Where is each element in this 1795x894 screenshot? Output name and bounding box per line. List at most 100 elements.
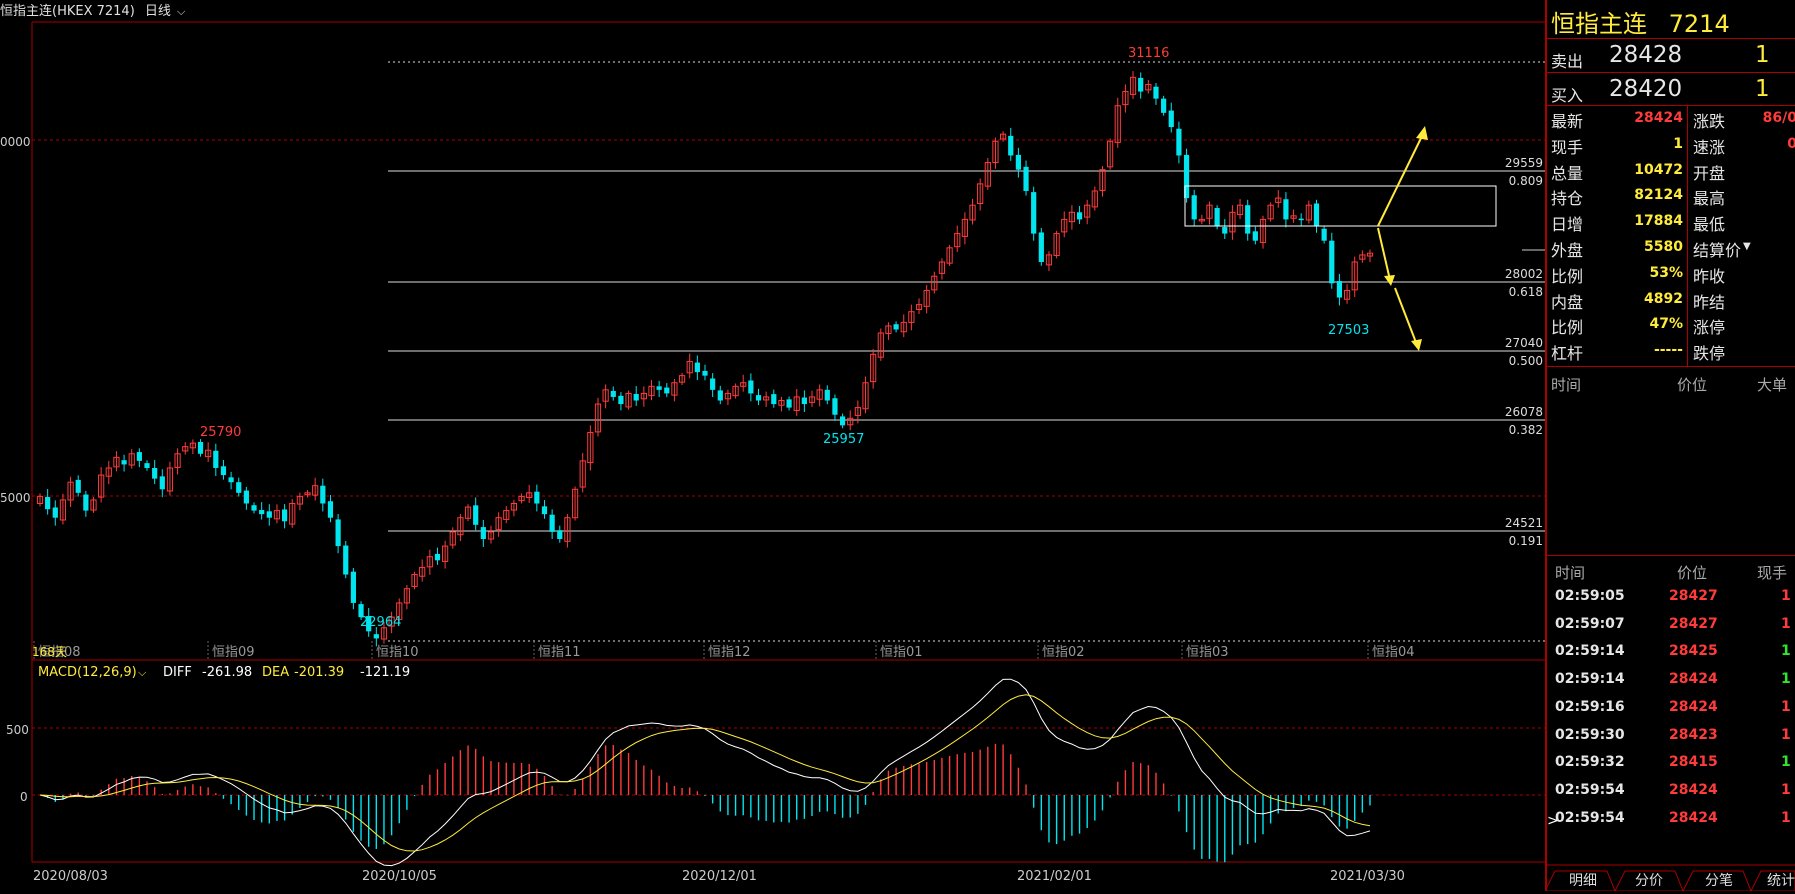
price-axis-label: 0000 (0, 135, 31, 149)
candle (832, 394, 838, 421)
candle (419, 559, 426, 582)
col-qty: 现手 (1757, 564, 1788, 582)
bid-row[interactable]: 买入 28420 1 (1547, 76, 1795, 106)
fib-level[interactable]: 24521 0.191 (388, 516, 1545, 548)
candle (763, 391, 770, 408)
candle (633, 386, 639, 406)
candle (358, 601, 364, 620)
stat-label: 比例 (1551, 266, 1584, 286)
stat-row: 内盘 4892 昨结 (1547, 289, 1795, 315)
tab-stats[interactable]: 统计 (1767, 873, 1795, 889)
tick-row[interactable]: 02:59:30 28423 1 (1547, 727, 1795, 753)
candle (877, 328, 884, 361)
tick-row[interactable]: 02:59:16 28424 1 (1547, 699, 1795, 725)
candle (1084, 199, 1091, 225)
candle (1351, 256, 1358, 297)
fib-level[interactable]: 28002 0.618 (388, 267, 1545, 299)
fib-level[interactable]: 27040 0.500 (388, 336, 1545, 368)
candle (1236, 198, 1244, 220)
candle (449, 527, 456, 549)
tick-price: 28423 (1669, 726, 1718, 743)
fib-ratio: 0.382 (1509, 423, 1543, 437)
candle (90, 497, 97, 513)
stat-label: 持仓 (1551, 189, 1584, 209)
candle (1214, 205, 1220, 230)
candle (992, 137, 999, 169)
candle (480, 519, 486, 547)
chevron-down-icon[interactable]: ▼ (1743, 241, 1751, 252)
candle (1206, 201, 1213, 225)
diff-line (39, 678, 1371, 867)
mid-arrow-line (1377, 227, 1391, 281)
candle (534, 484, 540, 512)
fib-price: 26078 (1505, 405, 1543, 419)
candle (664, 383, 670, 398)
bottom-tabs: 明细 分价 分笔 统计 (1545, 863, 1795, 891)
candle (136, 448, 142, 468)
candle (388, 611, 395, 634)
tick-qty: 1 (1781, 615, 1791, 632)
tick-row[interactable]: 02:59:14 28424 1 (1547, 671, 1795, 697)
candle (640, 386, 647, 407)
candle (954, 225, 961, 253)
candle (900, 314, 907, 338)
candle (182, 442, 189, 455)
tick-row[interactable]: 02:59:05 28427 1 (1547, 588, 1795, 614)
tick-time: 02:59:54 (1555, 781, 1625, 798)
tick-row[interactable]: 02:59:32 28415 1 (1547, 754, 1795, 780)
candle (977, 178, 984, 211)
month-label: 恒指09 (212, 645, 255, 660)
tick-row[interactable]: 02:59:54 28424 1 (1547, 810, 1795, 836)
candle (197, 439, 204, 457)
candle (686, 353, 693, 379)
tick-price: 28427 (1669, 588, 1718, 604)
candle (98, 467, 105, 503)
candle (1343, 284, 1351, 304)
macd-label[interactable]: MACD(12,26,9) (38, 665, 137, 680)
candle (748, 373, 754, 402)
user-drawings[interactable] (1184, 126, 1545, 351)
candle (1183, 148, 1190, 203)
candle (1283, 192, 1289, 228)
tick-row[interactable]: 02:59:14 28425 1 (1547, 643, 1795, 669)
stat-value: 0 (1787, 135, 1795, 152)
diff-label: DIFF (163, 665, 192, 680)
candle (434, 547, 441, 565)
ask-row[interactable]: 卖出 28428 1 (1547, 42, 1795, 72)
instrument-name: 恒指主连 (1551, 10, 1647, 38)
candle (587, 425, 594, 471)
tab-trades[interactable]: 分笔 (1705, 873, 1733, 889)
stat-label: 最新 (1551, 112, 1584, 131)
candle (45, 489, 51, 515)
candle (564, 514, 571, 548)
chevron-down-icon[interactable]: ⌵ (138, 666, 147, 679)
period-selector[interactable]: 日线 ⌵ (145, 0, 191, 19)
stat-row: 最新 28424 涨跌 86/0 (1547, 108, 1795, 134)
kline-chart[interactable]: 29559 0.809 28002 0.618 27040 0.500 26078 0.382… (0, 0, 1545, 891)
fib-level[interactable]: 26078 0.382 (388, 405, 1545, 437)
fib-level[interactable]: 29559 0.809 (388, 156, 1545, 188)
tab-price-dist[interactable]: 分价 (1635, 873, 1663, 889)
tick-row[interactable]: 02:59:07 28427 1 (1547, 616, 1795, 642)
dea-label: DEA (262, 665, 289, 680)
quote-header: 恒指主连 7214 (1551, 4, 1795, 38)
tick-row[interactable]: 02:59:54 28424 1 (1547, 782, 1795, 808)
stat-value: 10472 (1634, 161, 1683, 178)
stat-label: 昨结 (1693, 292, 1726, 312)
candle (1122, 84, 1129, 113)
candle (854, 400, 861, 424)
candle (236, 477, 242, 497)
tab-detail[interactable]: 明细 (1569, 873, 1597, 889)
candle (1114, 97, 1121, 148)
candle (396, 598, 403, 624)
tick-time: 02:59:14 (1555, 643, 1625, 660)
candle (1176, 121, 1182, 164)
mid-arrow-head (1384, 275, 1395, 286)
col-time: 时间 (1551, 376, 1582, 394)
candle (1245, 199, 1251, 241)
candle (893, 321, 899, 333)
stat-label: 总量 (1551, 163, 1584, 183)
stat-label: 杠杆 (1551, 344, 1584, 364)
candle (1091, 186, 1098, 211)
candle (801, 390, 807, 413)
